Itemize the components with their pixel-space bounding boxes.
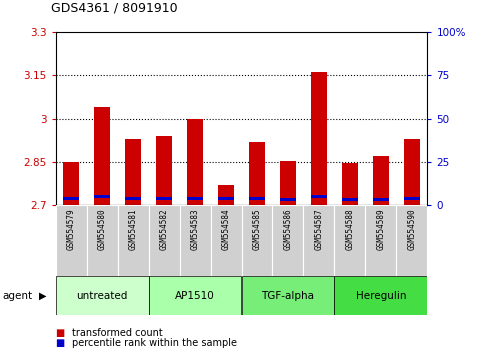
Bar xyxy=(404,196,420,200)
Bar xyxy=(211,205,242,276)
Bar xyxy=(156,136,172,205)
Bar xyxy=(94,195,110,198)
Text: untreated: untreated xyxy=(76,291,128,301)
Text: ■: ■ xyxy=(56,338,65,348)
Text: GSM554584: GSM554584 xyxy=(222,209,230,251)
Bar xyxy=(56,205,86,276)
Text: GSM554582: GSM554582 xyxy=(159,209,169,251)
Bar xyxy=(149,276,242,315)
Bar xyxy=(249,196,265,200)
Bar xyxy=(86,205,117,276)
Bar xyxy=(373,156,389,205)
Bar xyxy=(366,205,397,276)
Bar xyxy=(342,198,358,201)
Bar xyxy=(373,198,389,201)
Bar xyxy=(249,142,265,205)
Bar xyxy=(187,119,203,205)
Bar xyxy=(334,276,427,315)
Text: GSM554579: GSM554579 xyxy=(67,209,75,251)
Text: GSM554580: GSM554580 xyxy=(98,209,107,251)
Bar xyxy=(218,196,234,200)
Bar xyxy=(311,195,327,198)
Bar xyxy=(156,196,172,200)
Bar xyxy=(125,139,141,205)
Text: GSM554583: GSM554583 xyxy=(190,209,199,251)
Text: GSM554586: GSM554586 xyxy=(284,209,293,251)
Text: ▶: ▶ xyxy=(39,291,46,301)
Bar xyxy=(404,139,420,205)
Bar xyxy=(63,196,79,200)
Text: GSM554589: GSM554589 xyxy=(376,209,385,251)
Bar xyxy=(94,107,110,205)
Text: AP1510: AP1510 xyxy=(175,291,215,301)
Text: ■: ■ xyxy=(56,328,65,338)
Bar xyxy=(303,205,334,276)
Text: GSM554590: GSM554590 xyxy=(408,209,416,251)
Bar xyxy=(272,205,303,276)
Bar xyxy=(125,196,141,200)
Bar xyxy=(311,72,327,205)
Bar xyxy=(342,164,358,205)
Bar xyxy=(334,205,366,276)
Bar xyxy=(117,205,149,276)
Bar xyxy=(149,205,180,276)
Text: GSM554588: GSM554588 xyxy=(345,209,355,251)
Text: GSM554585: GSM554585 xyxy=(253,209,261,251)
Text: GDS4361 / 8091910: GDS4361 / 8091910 xyxy=(51,1,177,14)
Text: Heregulin: Heregulin xyxy=(355,291,406,301)
Bar xyxy=(218,185,234,205)
Text: agent: agent xyxy=(2,291,32,301)
Text: GSM554581: GSM554581 xyxy=(128,209,138,251)
Bar xyxy=(187,196,203,200)
Bar xyxy=(280,198,296,201)
Text: transformed count: transformed count xyxy=(72,328,163,338)
Bar xyxy=(242,205,272,276)
Text: percentile rank within the sample: percentile rank within the sample xyxy=(72,338,238,348)
Bar xyxy=(397,205,427,276)
Bar xyxy=(180,205,211,276)
Bar xyxy=(56,276,149,315)
Bar xyxy=(242,276,334,315)
Bar xyxy=(63,162,79,205)
Bar xyxy=(280,160,296,205)
Text: TGF-alpha: TGF-alpha xyxy=(261,291,314,301)
Text: GSM554587: GSM554587 xyxy=(314,209,324,251)
